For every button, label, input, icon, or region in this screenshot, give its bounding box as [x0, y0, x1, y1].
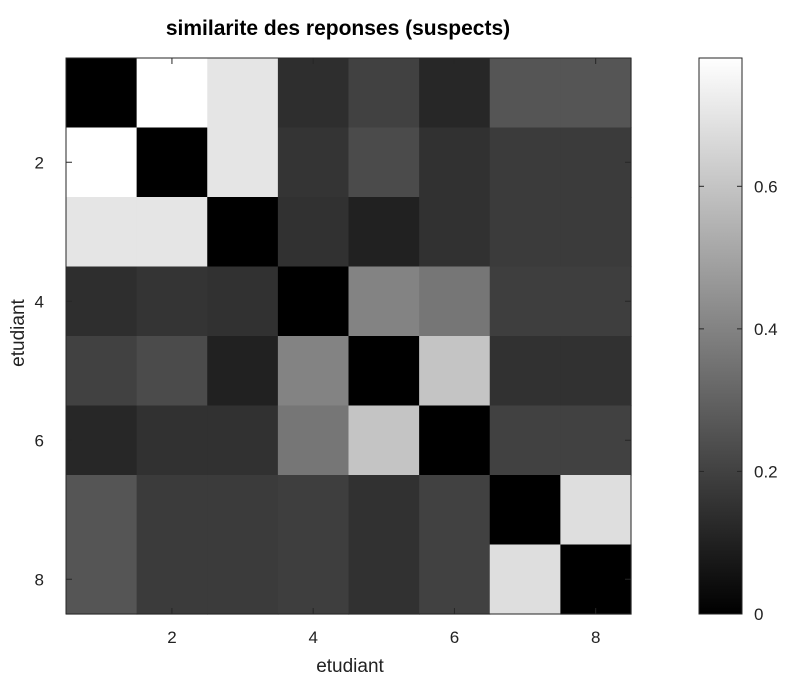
heatmap-cell: [66, 127, 138, 198]
heatmap-cell: [66, 58, 138, 129]
x-tick-label: 8: [591, 628, 600, 647]
heatmap-cell: [348, 475, 420, 546]
heatmap-cell: [277, 58, 350, 129]
heatmap-cell: [66, 544, 138, 615]
heatmap-cell: [207, 197, 279, 268]
heatmap-cell: [277, 336, 350, 407]
heatmap-cell: [419, 58, 491, 129]
heatmap-cell: [489, 475, 561, 546]
x-tick-label: 6: [450, 628, 459, 647]
heatmap-cell: [560, 475, 632, 546]
heatmap-cells: [66, 58, 632, 615]
heatmap-cell: [560, 336, 632, 407]
y-axis-ticks: 2 4 6 8: [35, 153, 631, 589]
y-axis-label: etudiant: [8, 298, 29, 366]
heatmap-cell: [489, 127, 561, 198]
heatmap-cell: [207, 58, 279, 129]
heatmap-cell: [560, 266, 632, 337]
y-tick-label: 8: [35, 570, 44, 589]
heatmap-cell: [207, 266, 279, 337]
colorbar-tick-label: 0.4: [754, 320, 778, 339]
heatmap-cell: [348, 127, 420, 198]
colorbar-tick-label: 0.6: [754, 177, 778, 196]
heatmap-cell: [348, 544, 420, 615]
heatmap-cell: [560, 197, 632, 268]
heatmap-cell: [66, 336, 138, 407]
heatmap-cell: [489, 336, 561, 407]
x-axis-label: etudiant: [316, 656, 384, 677]
heatmap-cell: [277, 127, 350, 198]
heatmap-cell: [277, 475, 350, 546]
heatmap-cell: [489, 544, 561, 615]
heatmap-cell: [136, 58, 208, 129]
heatmap-cell: [136, 475, 208, 546]
heatmap-cell: [489, 405, 561, 476]
colorbar: [698, 57, 743, 615]
heatmap-cell: [136, 197, 208, 268]
y-tick-label: 4: [35, 292, 44, 311]
y-tick-label: 6: [35, 431, 44, 450]
heatmap-cell: [66, 405, 138, 476]
heatmap-cell: [419, 266, 491, 337]
heatmap-cell: [348, 58, 420, 129]
heatmap-cell: [207, 127, 279, 198]
heatmap-cell: [136, 266, 208, 337]
heatmap-cell: [136, 544, 208, 615]
x-axis-ticks: 2 4 6 8: [167, 58, 600, 647]
heatmap-cell: [207, 544, 279, 615]
heatmap-cell: [207, 475, 279, 546]
heatmap-cell: [560, 405, 632, 476]
heatmap-cell: [136, 336, 208, 407]
heatmap-cell: [348, 266, 420, 337]
heatmap-cell: [419, 405, 491, 476]
plot-frame: [65, 57, 632, 615]
heatmap-cell: [277, 405, 350, 476]
heatmap-cell: [277, 197, 350, 268]
heatmap-cell: [66, 266, 138, 337]
heatmap-cell: [560, 544, 632, 615]
heatmap-cell: [560, 127, 632, 198]
heatmap-cell: [489, 197, 561, 268]
heatmap-cell: [348, 405, 420, 476]
colorbar-ticks: 0 0.2 0.4 0.6: [699, 177, 778, 624]
heatmap-cell: [277, 266, 350, 337]
chart-title: similarite des reponses (suspects): [166, 17, 510, 40]
heatmap-cell: [136, 405, 208, 476]
heatmap-cell: [419, 475, 491, 546]
heatmap-cell: [419, 197, 491, 268]
y-tick-label: 2: [35, 153, 44, 172]
heatmap-cell: [560, 58, 632, 129]
heatmap-cell: [348, 197, 420, 268]
heatmap-cell: [277, 544, 350, 615]
heatmap-cell: [419, 127, 491, 198]
heatmap-cell: [66, 475, 138, 546]
heatmap-cell: [419, 336, 491, 407]
heatmap-cell: [419, 544, 491, 615]
heatmap-cell: [348, 336, 420, 407]
heatmap-cell: [489, 58, 561, 129]
x-tick-label: 2: [167, 628, 176, 647]
heatmap-cell: [207, 336, 279, 407]
colorbar-tick-label: 0.2: [754, 462, 778, 481]
heatmap-cell: [136, 127, 208, 198]
x-tick-label: 4: [308, 628, 317, 647]
heatmap-cell: [66, 197, 138, 268]
heatmap-cell: [489, 266, 561, 337]
heatmap-cell: [207, 405, 279, 476]
colorbar-tick-label: 0: [754, 605, 763, 624]
